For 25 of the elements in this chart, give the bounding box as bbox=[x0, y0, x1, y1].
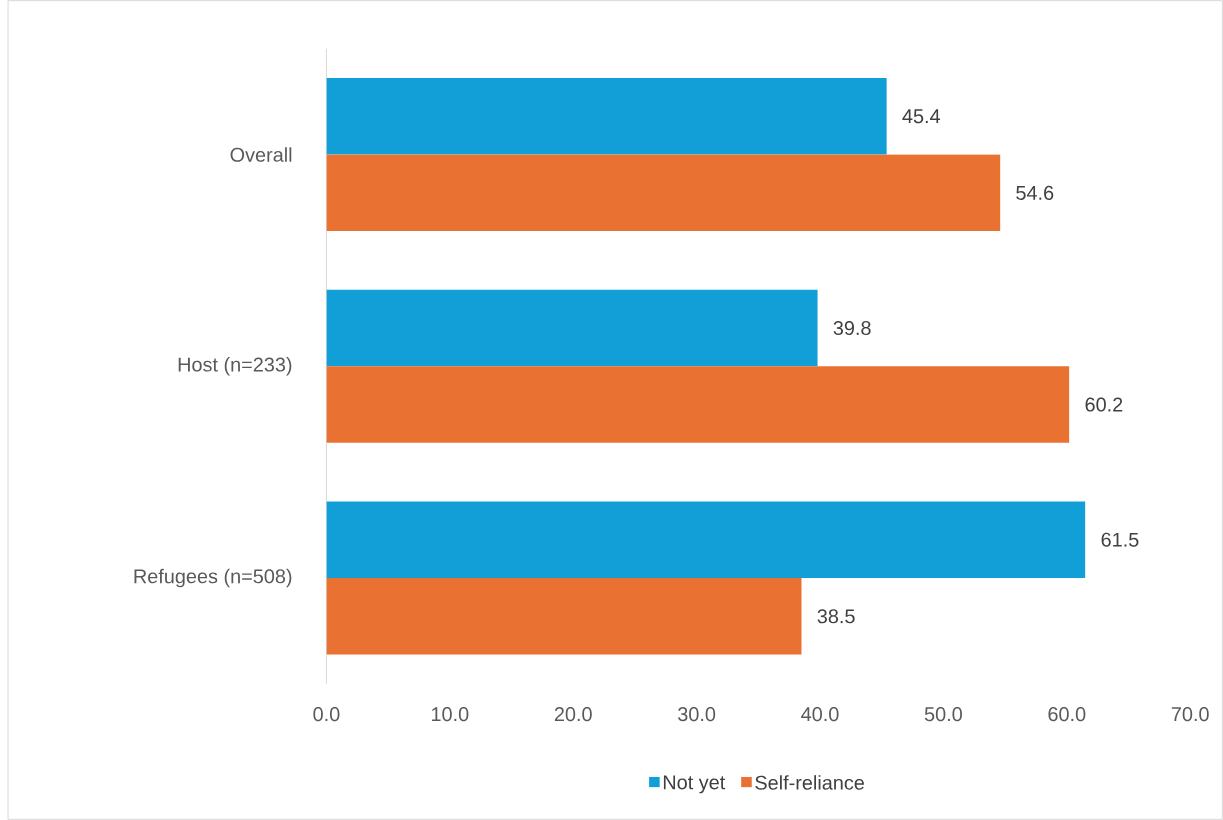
data-label: 38.5 bbox=[817, 609, 855, 624]
x-tick-label: 50.0 bbox=[924, 707, 962, 722]
y-tick-label: Host (n=233) bbox=[178, 357, 292, 376]
bar bbox=[326, 154, 1001, 232]
bar bbox=[326, 289, 818, 367]
legend-label: Not yet bbox=[663, 775, 726, 794]
x-tick-label: 30.0 bbox=[678, 707, 716, 722]
bar bbox=[326, 78, 887, 155]
x-tick-label: 10.0 bbox=[432, 707, 469, 722]
bar bbox=[326, 501, 1086, 578]
bar bbox=[326, 366, 1070, 443]
y-tick-label: Overall bbox=[230, 147, 292, 162]
data-label: 45.4 bbox=[902, 109, 941, 124]
x-tick-label: 40.0 bbox=[801, 707, 839, 722]
x-tick-label: 0.0 bbox=[313, 707, 340, 722]
x-tick-label: 70.0 bbox=[1171, 707, 1209, 722]
x-tick-label: 20.0 bbox=[554, 707, 592, 722]
data-label: 39.8 bbox=[833, 320, 871, 336]
legend-label: Self-reliance bbox=[755, 775, 864, 790]
y-tick-label: Refugees (n=508) bbox=[134, 568, 292, 588]
data-label: 60.2 bbox=[1085, 397, 1123, 412]
bar bbox=[326, 578, 802, 655]
data-label: 61.5 bbox=[1101, 532, 1139, 547]
data-label: 54.6 bbox=[1016, 185, 1054, 200]
x-tick-label: 60.0 bbox=[1048, 707, 1086, 722]
